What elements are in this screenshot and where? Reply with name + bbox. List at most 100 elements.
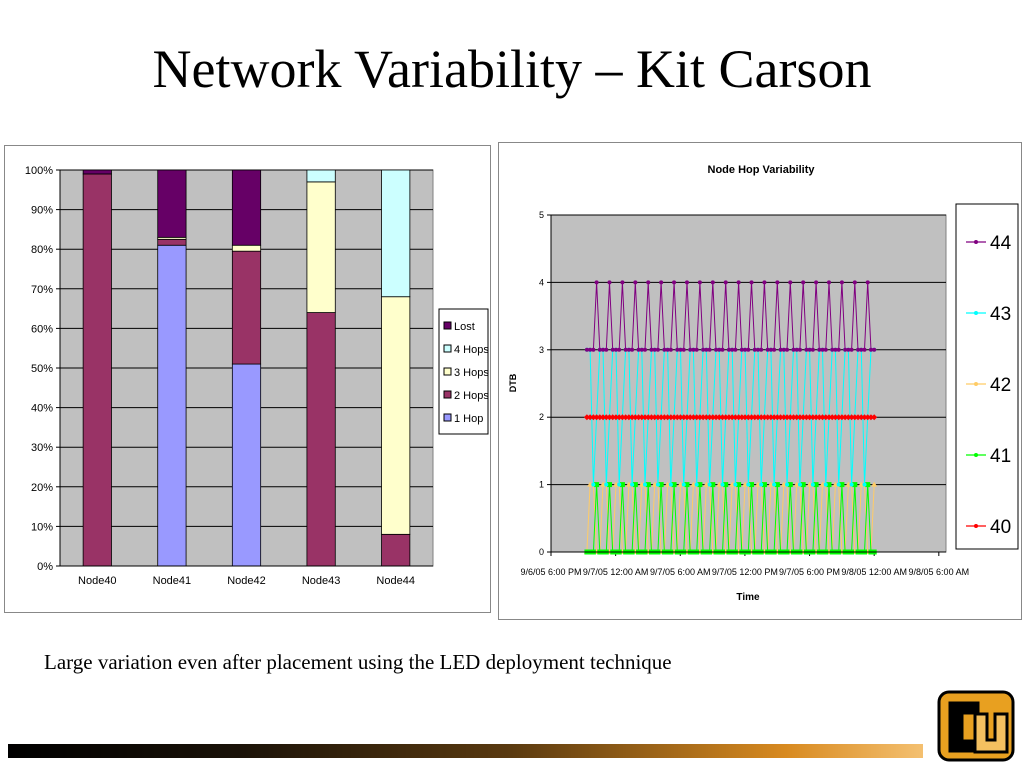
bar-segment [231,244,262,252]
y-tick-label: 5 [539,210,544,220]
data-point [862,347,867,352]
cu-logo [937,690,1015,762]
chart-title: Node Hop Variability [708,164,816,176]
data-point [787,414,794,421]
data-point [697,280,702,285]
y-tick-label: 20% [31,482,53,494]
data-point [603,414,610,421]
data-point [601,347,606,352]
data-point [796,414,803,421]
series-line-42 [586,484,875,553]
data-point [645,414,652,421]
data-point [742,414,749,421]
x-tick-label: 9/7/05 12:00 AM [583,567,649,577]
data-point [643,347,648,352]
data-point [842,414,849,421]
data-point [755,347,760,352]
x-tick-label: Node44 [376,575,415,587]
data-point [859,347,864,352]
data-point [868,347,873,352]
data-point [659,280,664,285]
data-point [684,482,690,488]
x-tick-label: Node42 [227,575,266,587]
data-point [630,482,635,487]
data-point [801,280,806,285]
data-point [584,347,589,352]
data-point [826,280,831,285]
data-point [822,414,829,421]
data-point [738,414,745,421]
y-tick-label: 50% [31,363,53,375]
data-point [717,347,722,352]
legend-marker [974,240,978,244]
x-tick-label: Node43 [302,575,341,587]
data-point [819,414,826,421]
data-point [733,482,738,487]
data-point [719,414,726,421]
x-axis-label: Time [736,592,760,603]
y-tick-label: 60% [31,323,53,335]
data-point [864,414,871,421]
data-point [594,280,599,285]
legend-swatch [443,344,452,353]
data-point [694,482,699,487]
y-tick-label: 90% [31,205,53,217]
legend-label: 40 [990,517,1011,538]
data-point [804,347,809,352]
data-point [785,482,790,487]
y-tick-label: 2 [539,412,544,422]
data-point [865,280,870,285]
legend-label: 44 [990,233,1012,254]
data-point [665,347,670,352]
data-point [607,482,613,488]
data-point [662,347,667,352]
x-tick-label: 9/7/05 6:00 PM [779,567,840,577]
legend-marker [974,453,978,457]
data-point [806,414,813,421]
legend-label: Lost [454,321,475,333]
line-chart-panel: Node Hop Variability 0 1 2 3 4 5 9/6/05 6:00 PM… [498,142,1022,620]
data-point [768,347,773,352]
data-point [820,347,825,352]
legend-label: 4 Hops [454,344,489,356]
data-point [591,482,596,487]
data-point [594,482,600,488]
data-point [633,280,638,285]
data-point [774,414,781,421]
stacked-bar-chart-panel: 0% 10% 20% 30% 40% 50% 60% 70% 80% 90% 100% Node40 N… [4,145,491,613]
data-point [632,414,639,421]
data-point [736,280,741,285]
legend-swatch [443,413,452,422]
data-point [596,414,603,421]
data-point [764,414,771,421]
data-point [749,280,754,285]
bar-segment [231,250,262,365]
data-point [823,482,828,487]
data-point [701,347,706,352]
data-point [746,347,751,352]
data-point [845,414,852,421]
legend-box [955,203,1019,550]
data-point [813,482,819,488]
data-point [794,347,799,352]
data-point [587,414,594,421]
y-tick-label: 3 [539,345,544,355]
legend-marker [974,524,978,528]
data-point [646,280,651,285]
data-point [751,414,758,421]
data-point [693,414,700,421]
data-point [720,482,725,487]
legend-marker [974,382,978,386]
data-point [668,482,673,487]
data-point [706,414,713,421]
data-point [743,347,748,352]
data-point [643,482,648,487]
data-point [849,482,854,487]
data-point [619,414,626,421]
data-point [604,482,609,487]
data-point [761,414,768,421]
data-point [829,414,836,421]
x-tick-label: 9/6/05 6:00 PM [520,567,581,577]
data-point [736,482,742,488]
data-point [668,347,673,352]
